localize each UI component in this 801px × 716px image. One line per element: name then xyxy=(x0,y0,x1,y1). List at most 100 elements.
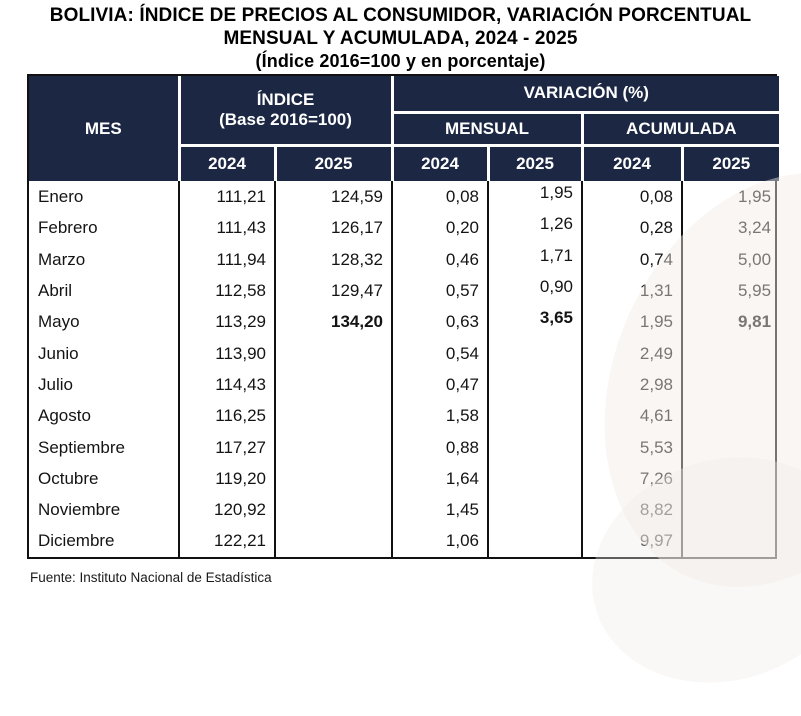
cell-mensual-2024: 1,58 xyxy=(391,400,489,432)
cell-mensual-2024: 0,54 xyxy=(391,337,489,369)
header-indice-title: ÍNDICE xyxy=(256,89,315,109)
cell-acumulada-2025: 3,24 xyxy=(681,212,780,244)
header-indice-base: (Base 2016=100) xyxy=(219,109,352,129)
header-acumulada: ACUMULADA xyxy=(580,110,780,147)
cell-mensual-2025 xyxy=(487,337,583,369)
cell-indice-2024: 113,90 xyxy=(178,337,275,369)
header-acumulada-2024: 2024 xyxy=(580,143,684,181)
cell-acumulada-2025 xyxy=(681,431,780,463)
cell-indice-2025 xyxy=(273,493,393,526)
cell-indice-2025 xyxy=(273,368,393,401)
title-line-1: BOLIVIA: ÍNDICE DE PRECIOS AL CONSUMIDOR… xyxy=(49,5,752,26)
cell-acumulada-2024: 2,98 xyxy=(581,368,683,401)
cell-indice-2025 xyxy=(273,462,393,494)
cell-mensual-2025 xyxy=(487,368,583,401)
cell-indice-2025: 134,20 xyxy=(273,306,393,338)
cell-mensual-2025 xyxy=(487,525,583,557)
cell-mes: Diciembre xyxy=(38,531,115,551)
cell-acumulada-2025 xyxy=(681,337,780,369)
cell-indice-2025 xyxy=(273,337,393,369)
cell-indice-2025 xyxy=(273,525,393,557)
cell-mes: Febrero xyxy=(38,218,98,238)
cell-mes: Junio xyxy=(38,343,79,363)
table-row: Diciembre 122,21 1,06 9,97 xyxy=(29,525,780,557)
cell-mes: Enero xyxy=(38,187,84,207)
cell-indice-2025: 129,47 xyxy=(273,274,393,307)
header-indice: ÍNDICE (Base 2016=100) xyxy=(177,76,394,147)
cell-indice-2024: 114,43 xyxy=(178,368,275,401)
cell-indice-2024: 113,29 xyxy=(178,306,275,338)
cell-acumulada-2024: 1,31 xyxy=(581,274,683,307)
cell-indice-2024: 116,25 xyxy=(178,400,275,432)
cell-acumulada-2024: 0,74 xyxy=(581,243,683,275)
cell-mensual-2025 xyxy=(487,462,583,494)
cell-acumulada-2025: 5,95 xyxy=(681,274,780,307)
cell-indice-2025: 126,17 xyxy=(273,212,393,244)
header-indice-2024: 2024 xyxy=(177,143,277,181)
cell-indice-2024: 111,94 xyxy=(178,243,275,275)
table-row: Agosto 116,25 1,58 4,61 xyxy=(29,400,780,432)
cell-acumulada-2025 xyxy=(681,368,780,401)
cell-mes: Mayo xyxy=(38,312,80,332)
table-row: Mayo 113,29 134,20 0,63 3,65 1,95 9,81 xyxy=(29,306,780,338)
header-acumulada-2025: 2025 xyxy=(680,143,780,181)
cell-indice-2024: 111,21 xyxy=(178,181,275,213)
cell-indice-2025 xyxy=(273,400,393,432)
title-subtitle: (Índice 2016=100 y en porcentaje) xyxy=(255,51,546,71)
header-mensual: MENSUAL xyxy=(390,110,584,147)
cell-mensual-2024: 1,06 xyxy=(391,525,489,557)
cell-mes: Julio xyxy=(38,374,73,394)
cell-mensual-2024: 0,57 xyxy=(391,274,489,307)
cpi-table-frame: MES ÍNDICE (Base 2016=100) VARIACIÓN (%)… xyxy=(27,74,780,559)
table-row: Junio 113,90 0,54 2,49 xyxy=(29,337,780,369)
cell-acumulada-2025: 9,81 xyxy=(681,306,780,338)
cell-indice-2024: 112,58 xyxy=(178,274,275,307)
cpi-table: MES ÍNDICE (Base 2016=100) VARIACIÓN (%)… xyxy=(29,76,780,557)
cell-acumulada-2025 xyxy=(681,462,780,494)
cell-mensual-2024: 1,45 xyxy=(391,493,489,526)
table-row: Enero 111,21 124,59 0,08 1,95 0,08 1,95 xyxy=(29,181,780,213)
cell-indice-2025: 128,32 xyxy=(273,243,393,275)
cell-mensual-2024: 0,20 xyxy=(391,212,489,244)
table-row: Noviembre 120,92 1,45 8,82 xyxy=(29,493,780,526)
table-row: Julio 114,43 0,47 2,98 xyxy=(29,368,780,401)
cell-mensual-2025 xyxy=(487,431,583,463)
table-row: Septiembre 117,27 0,88 5,53 xyxy=(29,431,780,463)
cell-indice-2025 xyxy=(273,431,393,463)
cell-indice-2024: 120,92 xyxy=(178,493,275,526)
cell-mensual-2024: 0,63 xyxy=(391,306,489,338)
cell-acumulada-2025 xyxy=(681,525,780,557)
cell-mensual-2024: 1,64 xyxy=(391,462,489,494)
table-row: Abril 112,58 129,47 0,57 0,90 1,31 5,95 xyxy=(29,274,780,307)
cell-acumulada-2025: 5,00 xyxy=(681,243,780,275)
cell-mes: Noviembre xyxy=(38,500,121,520)
cell-mensual-2024: 0,08 xyxy=(391,181,489,213)
cell-mes: Octubre xyxy=(38,468,99,488)
cell-acumulada-2024: 1,95 xyxy=(581,306,683,338)
title-line-2: MENSUAL Y ACUMULADA, 2024 - 2025 xyxy=(223,28,578,49)
cell-mensual-2025: 0,90 xyxy=(487,274,583,307)
cell-acumulada-2025: 1,95 xyxy=(681,181,780,213)
table-row: Febrero 111,43 126,17 0,20 1,26 0,28 3,2… xyxy=(29,212,780,244)
header-mensual-2024: 2024 xyxy=(390,143,490,181)
cell-acumulada-2025 xyxy=(681,400,780,432)
cell-mes: Abril xyxy=(38,281,73,301)
cell-mes: Agosto xyxy=(38,406,91,426)
cell-acumulada-2024: 5,53 xyxy=(581,431,683,463)
cell-acumulada-2024: 9,97 xyxy=(581,525,683,557)
header-mes: MES xyxy=(29,76,181,181)
cell-mensual-2025: 3,65 xyxy=(487,306,583,338)
cell-acumulada-2024: 2,49 xyxy=(581,337,683,369)
cell-mensual-2024: 0,47 xyxy=(391,368,489,401)
cell-indice-2024: 117,27 xyxy=(178,431,275,463)
cell-indice-2024: 111,43 xyxy=(178,212,275,244)
cell-mensual-2025: 1,26 xyxy=(487,212,583,244)
cell-acumulada-2024: 0,28 xyxy=(581,212,683,244)
cell-acumulada-2024: 4,61 xyxy=(581,400,683,432)
cell-acumulada-2025 xyxy=(681,493,780,526)
cell-indice-2025: 124,59 xyxy=(273,181,393,213)
cell-indice-2024: 119,20 xyxy=(178,462,275,494)
cell-mensual-2024: 0,88 xyxy=(391,431,489,463)
cell-acumulada-2024: 7,26 xyxy=(581,462,683,494)
table-row: Marzo 111,94 128,32 0,46 1,71 0,74 5,00 xyxy=(29,243,780,275)
